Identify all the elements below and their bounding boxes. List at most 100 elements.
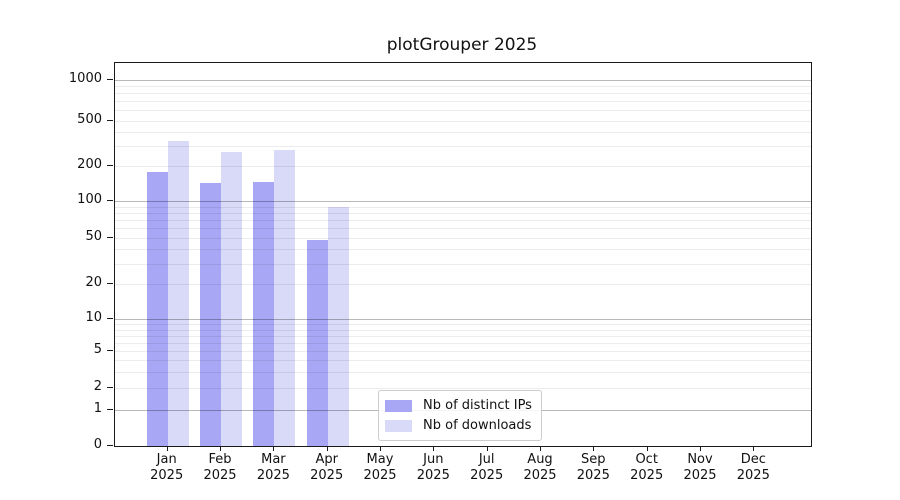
x-tick-year: 2025 (256, 468, 290, 483)
legend-item-downloads: Nb of downloads (385, 417, 532, 434)
x-tick-aug (540, 446, 541, 451)
gridline-minor-50 (115, 238, 811, 239)
x-tick-month: Feb (208, 452, 232, 467)
y-tick-5 (107, 350, 113, 351)
x-tick-month: Jun (423, 452, 444, 467)
gridline-major-10 (115, 319, 811, 321)
gridline-minor-9 (115, 324, 811, 326)
bar-nb-of-distinct-ips-mar (253, 181, 275, 446)
gridline-minor-2 (115, 387, 811, 389)
x-tick-label-jun: Jun 2025 (403, 452, 463, 484)
x-tick-year: 2025 (150, 468, 184, 483)
x-tick-month: Mar (261, 452, 286, 467)
gridline-minor-80 (115, 212, 811, 214)
bars-layer (115, 63, 811, 446)
x-tick-label-nov: Nov 2025 (670, 452, 730, 484)
y-tick-label-5: 5 (93, 342, 102, 357)
y-tick-label-1000: 1000 (68, 71, 102, 86)
legend-swatch-downloads-icon (385, 419, 412, 432)
x-tick-year: 2025 (363, 468, 397, 483)
gridline-minor-40 (115, 249, 811, 251)
x-tick-jul (486, 446, 488, 451)
x-tick-apr (326, 446, 328, 451)
gridline-minor-500 (115, 120, 811, 122)
x-tick-year: 2025 (576, 468, 610, 483)
gridline-minor-70 (115, 220, 811, 221)
gridline-minor-400 (115, 131, 811, 133)
grid-layer (115, 63, 811, 446)
y-tick-0 (107, 445, 113, 446)
x-tick-label-jan: Jan 2025 (137, 452, 197, 484)
gridline-minor-300 (115, 145, 811, 147)
x-tick-year: 2025 (523, 468, 557, 483)
x-tick-jun (433, 446, 435, 451)
x-tick-may (380, 446, 381, 451)
x-tick-month: Oct (635, 452, 658, 467)
y-tick-label-100: 100 (77, 192, 102, 207)
y-tick-label-500: 500 (77, 111, 102, 127)
x-tick-month: Jul (478, 452, 495, 467)
x-tick-month: Aug (527, 452, 553, 467)
x-tick-jan (166, 446, 168, 451)
y-tick-500 (107, 119, 113, 121)
x-tick-label-may: May 2025 (350, 452, 410, 484)
y-tick-20 (107, 283, 113, 284)
x-tick-mar (273, 446, 275, 451)
gridline-minor-60 (115, 228, 811, 230)
x-tick-label-feb: Feb 2025 (190, 452, 250, 484)
y-tick-label-50: 50 (85, 229, 102, 244)
y-tick-1000 (107, 79, 113, 80)
x-tick-year: 2025 (310, 468, 344, 483)
legend-label-distinct-ips: Nb of distinct IPs (423, 398, 532, 413)
y-tick-10 (107, 318, 113, 320)
x-tick-month: Dec (740, 452, 766, 467)
chart-title: plotGrouper 2025 (386, 35, 538, 55)
gridline-minor-700 (115, 100, 811, 102)
x-tick-year: 2025 (470, 468, 504, 483)
gridline-minor-30 (115, 263, 811, 265)
y-tick-200 (107, 165, 113, 166)
x-tick-month: Nov (687, 452, 713, 467)
x-tick-month: Apr (315, 452, 338, 467)
x-tick-sep (593, 446, 595, 451)
gridline-minor-600 (115, 109, 811, 111)
y-tick-100 (107, 200, 113, 201)
gridline-minor-4 (115, 359, 811, 361)
legend-label-downloads: Nb of downloads (423, 418, 532, 433)
x-tick-year: 2025 (736, 468, 770, 483)
x-tick-nov (700, 446, 701, 451)
gridline-minor-900 (115, 86, 811, 88)
gridline-minor-8 (115, 329, 811, 331)
y-tick-1 (107, 408, 113, 410)
bar-nb-of-downloads-feb (221, 151, 242, 446)
x-tick-dec (753, 446, 755, 451)
gridline-minor-800 (115, 93, 811, 94)
gridline-minor-90 (115, 206, 811, 208)
legend-item-distinct-ips: Nb of distinct IPs (385, 397, 532, 414)
legend: Nb of distinct IPs Nb of downloads (378, 390, 542, 441)
bar-nb-of-distinct-ips-feb (200, 182, 221, 446)
x-tick-year: 2025 (683, 468, 717, 483)
x-tick-label-sep: Sep 2025 (563, 452, 623, 484)
x-tick-label-aug: Aug 2025 (510, 452, 570, 484)
bar-nb-of-downloads-apr (327, 206, 349, 446)
plot-area (114, 62, 812, 447)
x-tick-label-jul: Jul 2025 (457, 452, 517, 484)
x-tick-label-dec: Dec 2025 (723, 452, 783, 484)
x-tick-label-oct: Oct 2025 (617, 452, 677, 484)
gridline-minor-20 (115, 284, 811, 285)
bar-nb-of-distinct-ips-jan (146, 171, 168, 446)
x-tick-oct (646, 446, 648, 451)
y-tick-2 (107, 386, 113, 388)
gridline-major-1000 (115, 80, 811, 81)
y-tick-label-10: 10 (85, 310, 102, 326)
y-tick-label-20: 20 (85, 275, 102, 290)
x-tick-feb (220, 446, 221, 451)
bar-nb-of-downloads-mar (274, 149, 296, 446)
x-tick-year: 2025 (630, 468, 664, 483)
y-tick-label-0: 0 (93, 437, 102, 452)
gridline-minor-7 (115, 335, 811, 337)
x-tick-month: May (366, 452, 394, 467)
gridline-minor-5 (115, 351, 811, 352)
